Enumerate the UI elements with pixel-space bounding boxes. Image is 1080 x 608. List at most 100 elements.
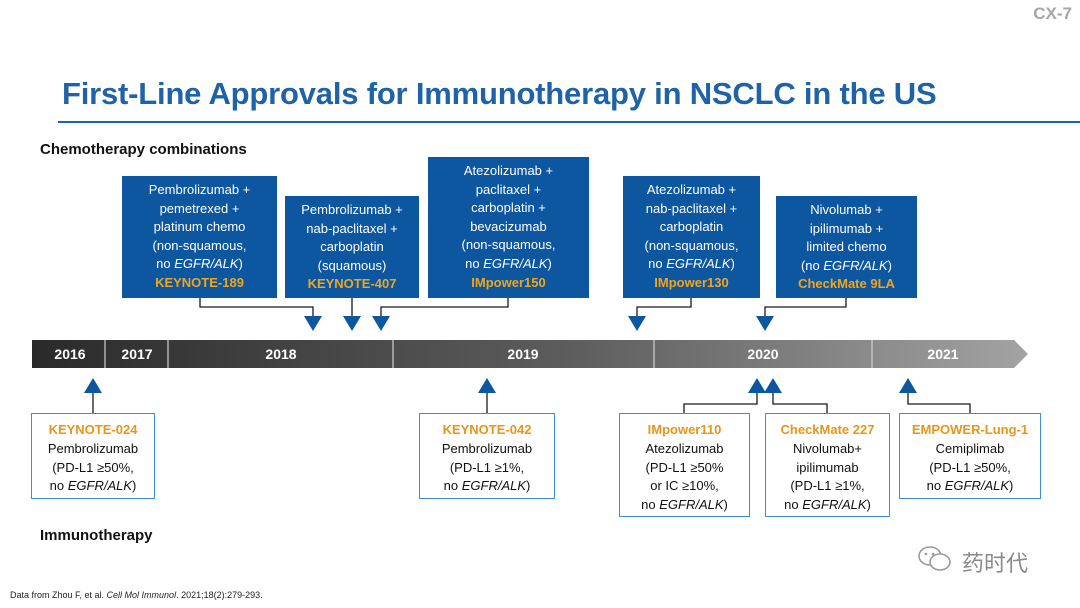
connector-line [683, 393, 758, 413]
box-line: no EGFR/ALK) [49, 478, 137, 494]
box-line: no EGFR/ALK) [156, 256, 243, 272]
chemo-box: Atezolizumab + paclitaxel + carboplatin + b… [428, 157, 589, 298]
immuno-box: KEYNOTE-024 Pembrolizumab (PD-L1 ≥50%, no E… [31, 413, 155, 499]
slide-id: CX-7 [1033, 4, 1072, 23]
immuno-box: KEYNOTE-042 Pembrolizumab (PD-L1 ≥1%, no EG… [419, 413, 555, 499]
footnote: Data from Zhou F, et al. Cell Mol Immuno… [10, 590, 263, 600]
down-arrow-icon [372, 316, 390, 331]
box-line: (PD-L1 ≥50%, [52, 459, 134, 475]
chemo-box: Pembrolizumab + pemetrexed + platinum chem… [122, 176, 277, 298]
immuno-box: IMpower110 Atezolizumab (PD-L1 ≥50% or IC ≥… [619, 413, 750, 517]
timeline-band: 2016 2017 2018 2019 2020 2021 [32, 340, 1028, 368]
box-line: Atezolizumab [645, 440, 724, 456]
box-line: ipilimumab [796, 459, 859, 475]
box-line: or IC ≥10%, [650, 478, 719, 494]
box-line: limited chemo [806, 239, 887, 255]
box-line: carboplatin [659, 219, 724, 235]
watermark: 药时代 [962, 551, 1029, 576]
trial-name: CheckMate 227 [780, 422, 875, 437]
connector-line [764, 298, 847, 316]
up-arrow-icon [899, 378, 917, 393]
trial-name: KEYNOTE-024 [48, 422, 138, 437]
immuno-box: CheckMate 227 Nivolumab+ ipilimumab (PD-L1 … [765, 413, 890, 517]
box-line: (no EGFR/ALK) [800, 257, 893, 273]
italic-gene: EGFR/ALK [659, 497, 724, 513]
down-arrow-icon [304, 316, 322, 331]
box-line: ipilimumab + [809, 220, 884, 236]
box-line: no EGFR/ALK) [648, 256, 735, 272]
connector-line [199, 298, 314, 316]
timeline-arrow [32, 340, 1028, 368]
italic-gene: EGFR/ALK [483, 255, 548, 271]
box-line: paclitaxel + [475, 181, 542, 197]
box-line: platinum chemo [153, 219, 246, 235]
down-arrow-icon [756, 316, 774, 331]
italic-gene: EGFR/ALK [461, 478, 527, 494]
box-line: no EGFR/ALK) [784, 497, 871, 513]
year-label: 2016 [54, 346, 85, 362]
box-line: (squamous) [317, 257, 387, 273]
box-line: no EGFR/ALK) [926, 478, 1014, 494]
connector-line [636, 298, 692, 316]
box-line: Atezolizumab + [646, 182, 737, 197]
year-label: 2020 [747, 346, 778, 362]
box-line: no EGFR/ALK) [465, 255, 552, 271]
box-line: nab-paclitaxel + [645, 200, 738, 216]
italic-gene: EGFR/ALK [944, 478, 1010, 494]
footnote-prefix: Data from Zhou F, et al. [10, 590, 107, 600]
immuno-box: EMPOWER-Lung-1 Cemiplimab (PD-L1 ≥50%, no E… [899, 413, 1041, 499]
box-line: bevacizumab [470, 218, 547, 234]
box-line: Pembrolizumab + [148, 182, 251, 197]
wechat-icon [918, 546, 951, 571]
box-line: no EGFR/ALK) [641, 497, 728, 513]
chemo-box: Atezolizumab + nab-paclitaxel + carboplati… [623, 176, 760, 298]
box-line: Nivolumab + [810, 202, 883, 217]
chemo-box: Pembrolizumab + nab-paclitaxel + carboplat… [285, 196, 419, 298]
trial-name: IMpower110 [647, 422, 722, 437]
italic-gene: EGFR/ALK [823, 257, 888, 273]
connector-line [380, 298, 509, 316]
year-label: 2018 [265, 346, 296, 362]
page-title: First-Line Approvals for Immunotherapy i… [62, 76, 937, 111]
box-line: Nivolumab+ [792, 440, 862, 456]
box-line: Pembrolizumab [441, 440, 533, 456]
box-line: Pembrolizumab + [301, 202, 403, 217]
box-line: (PD-L1 ≥1%, [790, 478, 865, 494]
box-line: carboplatin [320, 239, 384, 255]
up-arrow-icon [764, 378, 782, 393]
chemo-section-label: Chemotherapy combinations [40, 141, 247, 158]
down-arrow-icon [343, 316, 361, 331]
italic-gene: EGFR/ALK [67, 478, 133, 494]
trial-name: IMpower130 [654, 274, 729, 290]
box-line: Cemiplimab [935, 440, 1005, 456]
box-line: (PD-L1 ≥1%, [449, 459, 525, 475]
up-arrow-icon [84, 378, 102, 393]
trial-name: KEYNOTE-042 [442, 422, 532, 437]
year-label: 2021 [927, 346, 958, 362]
italic-gene: EGFR/ALK [174, 256, 239, 272]
box-line: nab-paclitaxel + [306, 220, 398, 236]
box-line: carboplatin + [471, 200, 546, 216]
year-label: 2017 [121, 346, 152, 362]
trial-name: KEYNOTE-407 [307, 276, 397, 292]
box-line: (non-squamous, [644, 237, 739, 253]
footnote-suffix: . 2021;18(2):279-293. [176, 590, 263, 600]
footnote-journal: Cell Mol Immunol [106, 590, 177, 600]
immuno-section-label: Immunotherapy [40, 527, 153, 544]
trial-name: IMpower150 [471, 274, 546, 290]
box-line: Pembrolizumab [47, 440, 139, 456]
trial-name: EMPOWER-Lung-1 [911, 422, 1029, 437]
box-line: pemetrexed + [159, 200, 240, 216]
connector-line [907, 393, 971, 413]
box-line: Atezolizumab + [463, 163, 554, 178]
box-line: no EGFR/ALK) [443, 478, 531, 494]
box-line: (non-squamous, [152, 237, 247, 253]
box-line: (PD-L1 ≥50%, [929, 459, 1011, 475]
italic-gene: EGFR/ALK [802, 497, 867, 513]
trial-name: KEYNOTE-189 [155, 274, 244, 290]
box-line: (non-squamous, [461, 237, 556, 253]
title-rule [58, 121, 1080, 123]
chemo-box: Nivolumab + ipilimumab + limited chemo (no … [776, 196, 917, 298]
up-arrow-icon [748, 378, 766, 393]
connector-line [772, 393, 828, 413]
